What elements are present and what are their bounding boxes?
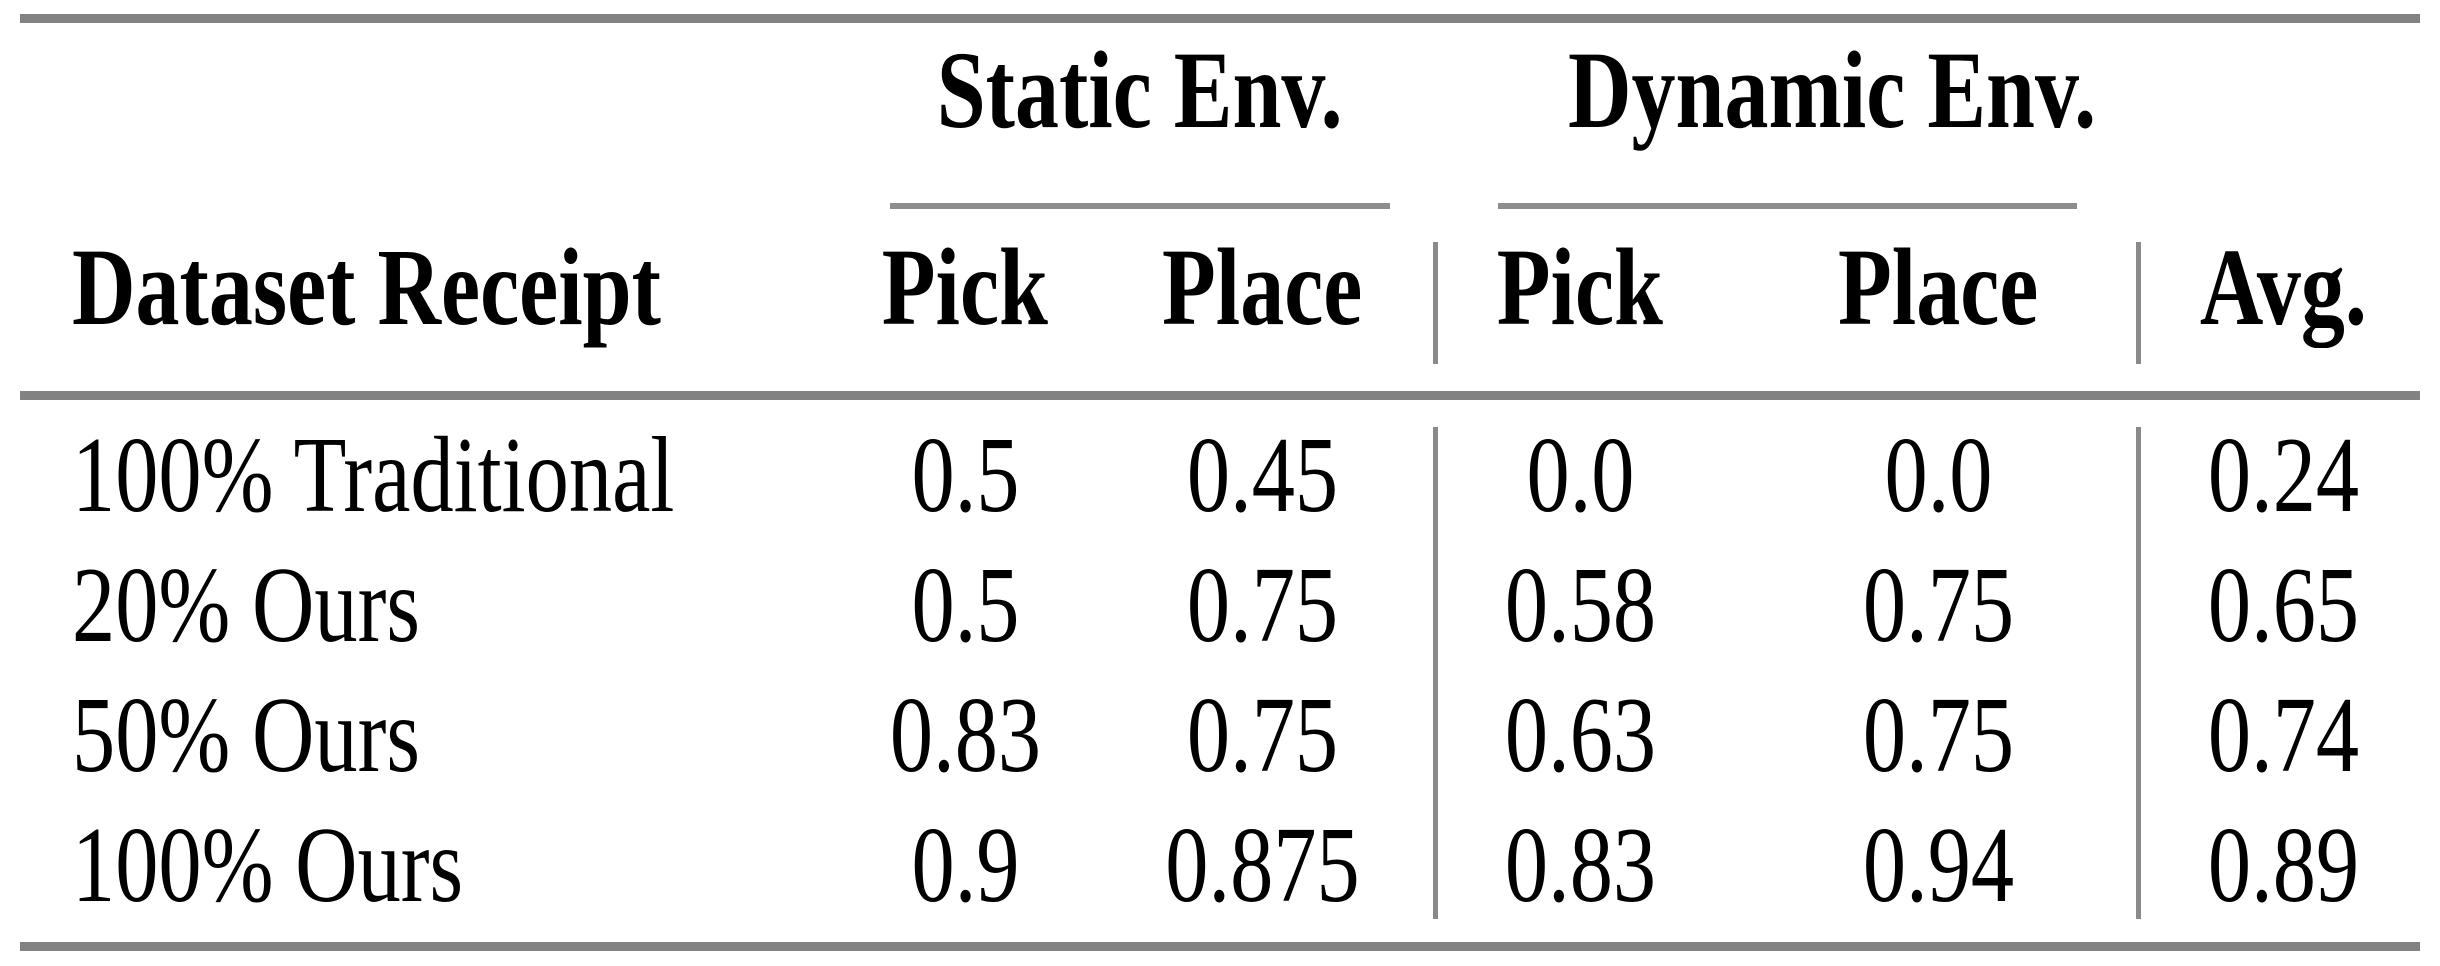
cell-dynamic-place: 0.0 [1884, 416, 1992, 535]
cell-dynamic-place: 0.75 [1862, 676, 2014, 795]
cell-dynamic-pick: 0.63 [1504, 676, 1656, 795]
cell-avg: 0.74 [2207, 676, 2359, 795]
vertical-rule-dynamic-avg-body [2136, 427, 2141, 919]
cmidrule-dynamic-env [1498, 203, 2077, 209]
table-top-rule [20, 14, 2420, 23]
header-cell-dataset-receipt: Dataset Receipt [72, 226, 661, 348]
cell-avg: 0.24 [2207, 416, 2359, 535]
cell-static-pick: 0.5 [911, 416, 1019, 535]
header-cell-dynamic-place: Place [1837, 226, 2039, 348]
vertical-rule-static-dynamic-header [1433, 242, 1438, 364]
header-cell-dynamic-pick: Pick [1496, 226, 1664, 348]
cell-static-place: 0.75 [1186, 676, 1338, 795]
row-label: 50% Ours [72, 676, 420, 795]
header-cell-avg: Avg. [2199, 226, 2367, 348]
cell-dynamic-place: 0.75 [1862, 546, 2014, 665]
vertical-rule-dynamic-avg-header [2136, 242, 2141, 364]
cell-static-place: 0.45 [1186, 416, 1338, 535]
vertical-rule-static-dynamic-body [1433, 427, 1438, 919]
column-group-static-env: Static Env. [886, 30, 1386, 150]
header-cell-static-pick: Pick [881, 226, 1049, 348]
row-label: 100% Traditional [72, 416, 675, 535]
cell-static-place: 0.75 [1186, 546, 1338, 665]
cell-static-pick: 0.5 [911, 546, 1019, 665]
table-mid-rule [20, 391, 2420, 400]
cell-dynamic-pick: 0.58 [1504, 546, 1656, 665]
cell-static-pick: 0.83 [889, 676, 1041, 795]
cell-avg: 0.89 [2207, 806, 2359, 925]
header-cell-static-place: Place [1161, 226, 1363, 348]
cell-avg: 0.65 [2207, 546, 2359, 665]
column-group-dynamic-env: Dynamic Env. [1502, 30, 2102, 150]
column-group-static-env-label: Static Env. [936, 29, 1343, 151]
row-label: 20% Ours [72, 546, 420, 665]
row-label: 100% Ours [72, 806, 464, 925]
cell-static-place: 0.875 [1164, 806, 1360, 925]
cell-dynamic-pick: 0.83 [1504, 806, 1656, 925]
cmidrule-static-env [890, 203, 1390, 209]
cell-dynamic-place: 0.94 [1862, 806, 2014, 925]
column-group-dynamic-env-label: Dynamic Env. [1568, 29, 2097, 151]
table-bottom-rule [20, 942, 2420, 951]
cell-static-pick: 0.9 [911, 806, 1019, 925]
cell-dynamic-pick: 0.0 [1526, 416, 1634, 535]
